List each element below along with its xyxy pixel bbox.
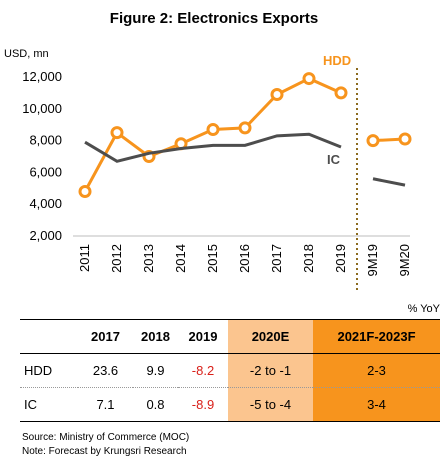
- series-label-ic: IC: [327, 152, 341, 167]
- cell-ic-2018: 0.8: [146, 397, 165, 412]
- col-header-2017: 2017: [91, 329, 120, 344]
- x-tick-label: 2019: [333, 244, 348, 273]
- y-axis-label: USD, mn: [4, 48, 49, 60]
- x-tick-label: 2017: [269, 244, 284, 273]
- row-label-hdd: HDD: [24, 363, 53, 378]
- chart-title: Figure 2: Electronics Exports: [110, 10, 318, 27]
- series-label-hdd: HDD: [323, 53, 351, 68]
- table-row: IC 7.1 0.8 -8.9 -5 to -4 3-4: [20, 387, 440, 422]
- table-unit: % YoY: [407, 303, 440, 315]
- data-point-hdd: [238, 121, 252, 135]
- x-tick-label: 2016: [237, 244, 252, 273]
- line-chart: Figure 2: Electronics Exports USD, mn 2,…: [4, 10, 412, 290]
- x-tick-label: 2012: [109, 244, 124, 273]
- cell-hdd-2019: -8.2: [191, 363, 215, 378]
- row-label-ic: IC: [24, 397, 37, 412]
- data-point-hdd: [270, 87, 284, 101]
- y-tick-label: 2,000: [29, 228, 62, 243]
- y-tick-label: 6,000: [29, 164, 62, 179]
- header-blank: [20, 320, 78, 354]
- data-point-hdd: [78, 184, 92, 198]
- data-point-hdd: [110, 126, 124, 140]
- yoy-table: 2017 2018 2019 2020E 2021F-2023F HDD 23.…: [20, 319, 440, 422]
- data-point-hdd: [334, 86, 348, 100]
- x-tick-label: 9M20: [397, 244, 412, 277]
- col-header-2018: 2018: [141, 329, 170, 344]
- col-header-2021f-2023f: 2021F-2023F: [313, 319, 440, 354]
- data-point-hdd: [302, 72, 316, 86]
- cell-hdd-2017: 23.6: [92, 363, 119, 378]
- cell-hdd-2018: 9.9: [146, 363, 165, 378]
- y-tick-label: 4,000: [29, 196, 62, 211]
- data-point-hdd: [206, 122, 220, 136]
- forecast-note: Note: Forecast by Krungsri Research: [22, 446, 187, 457]
- table-header-row: 2017 2018 2019 2020E 2021F-2023F: [20, 319, 440, 354]
- table-row: HDD 23.6 9.9 -8.2 -2 to -1 2-3: [20, 353, 440, 388]
- cell-ic-2019: -8.9: [191, 397, 215, 412]
- cell-ic-2021f-2023f: 3-4: [313, 387, 440, 422]
- x-tick-label: 9M19: [365, 244, 380, 277]
- x-tick-label: 2018: [301, 244, 316, 273]
- series-line-ic: [84, 132, 342, 163]
- data-point-hdd: [366, 134, 380, 148]
- col-header-2020e: 2020E: [228, 319, 313, 354]
- cell-hdd-2020e: -2 to -1: [228, 353, 313, 388]
- x-tick-label: 2011: [77, 244, 92, 272]
- x-tick-label: 2014: [173, 244, 188, 273]
- col-header-2019: 2019: [188, 329, 218, 344]
- data-point-hdd: [398, 132, 412, 146]
- y-tick-label: 12,000: [22, 69, 62, 84]
- x-tick-label: 2015: [205, 244, 220, 273]
- x-tick-label: 2013: [141, 244, 156, 273]
- series-line-ic: [372, 177, 406, 187]
- cell-ic-2020e: -5 to -4: [228, 387, 313, 422]
- cell-ic-2017: 7.1: [96, 397, 115, 412]
- source-note: Source: Ministry of Commerce (MOC): [22, 432, 190, 443]
- y-tick-label: 8,000: [29, 133, 62, 148]
- y-tick-label: 10,000: [22, 101, 62, 116]
- cell-hdd-2021f-2023f: 2-3: [313, 353, 440, 388]
